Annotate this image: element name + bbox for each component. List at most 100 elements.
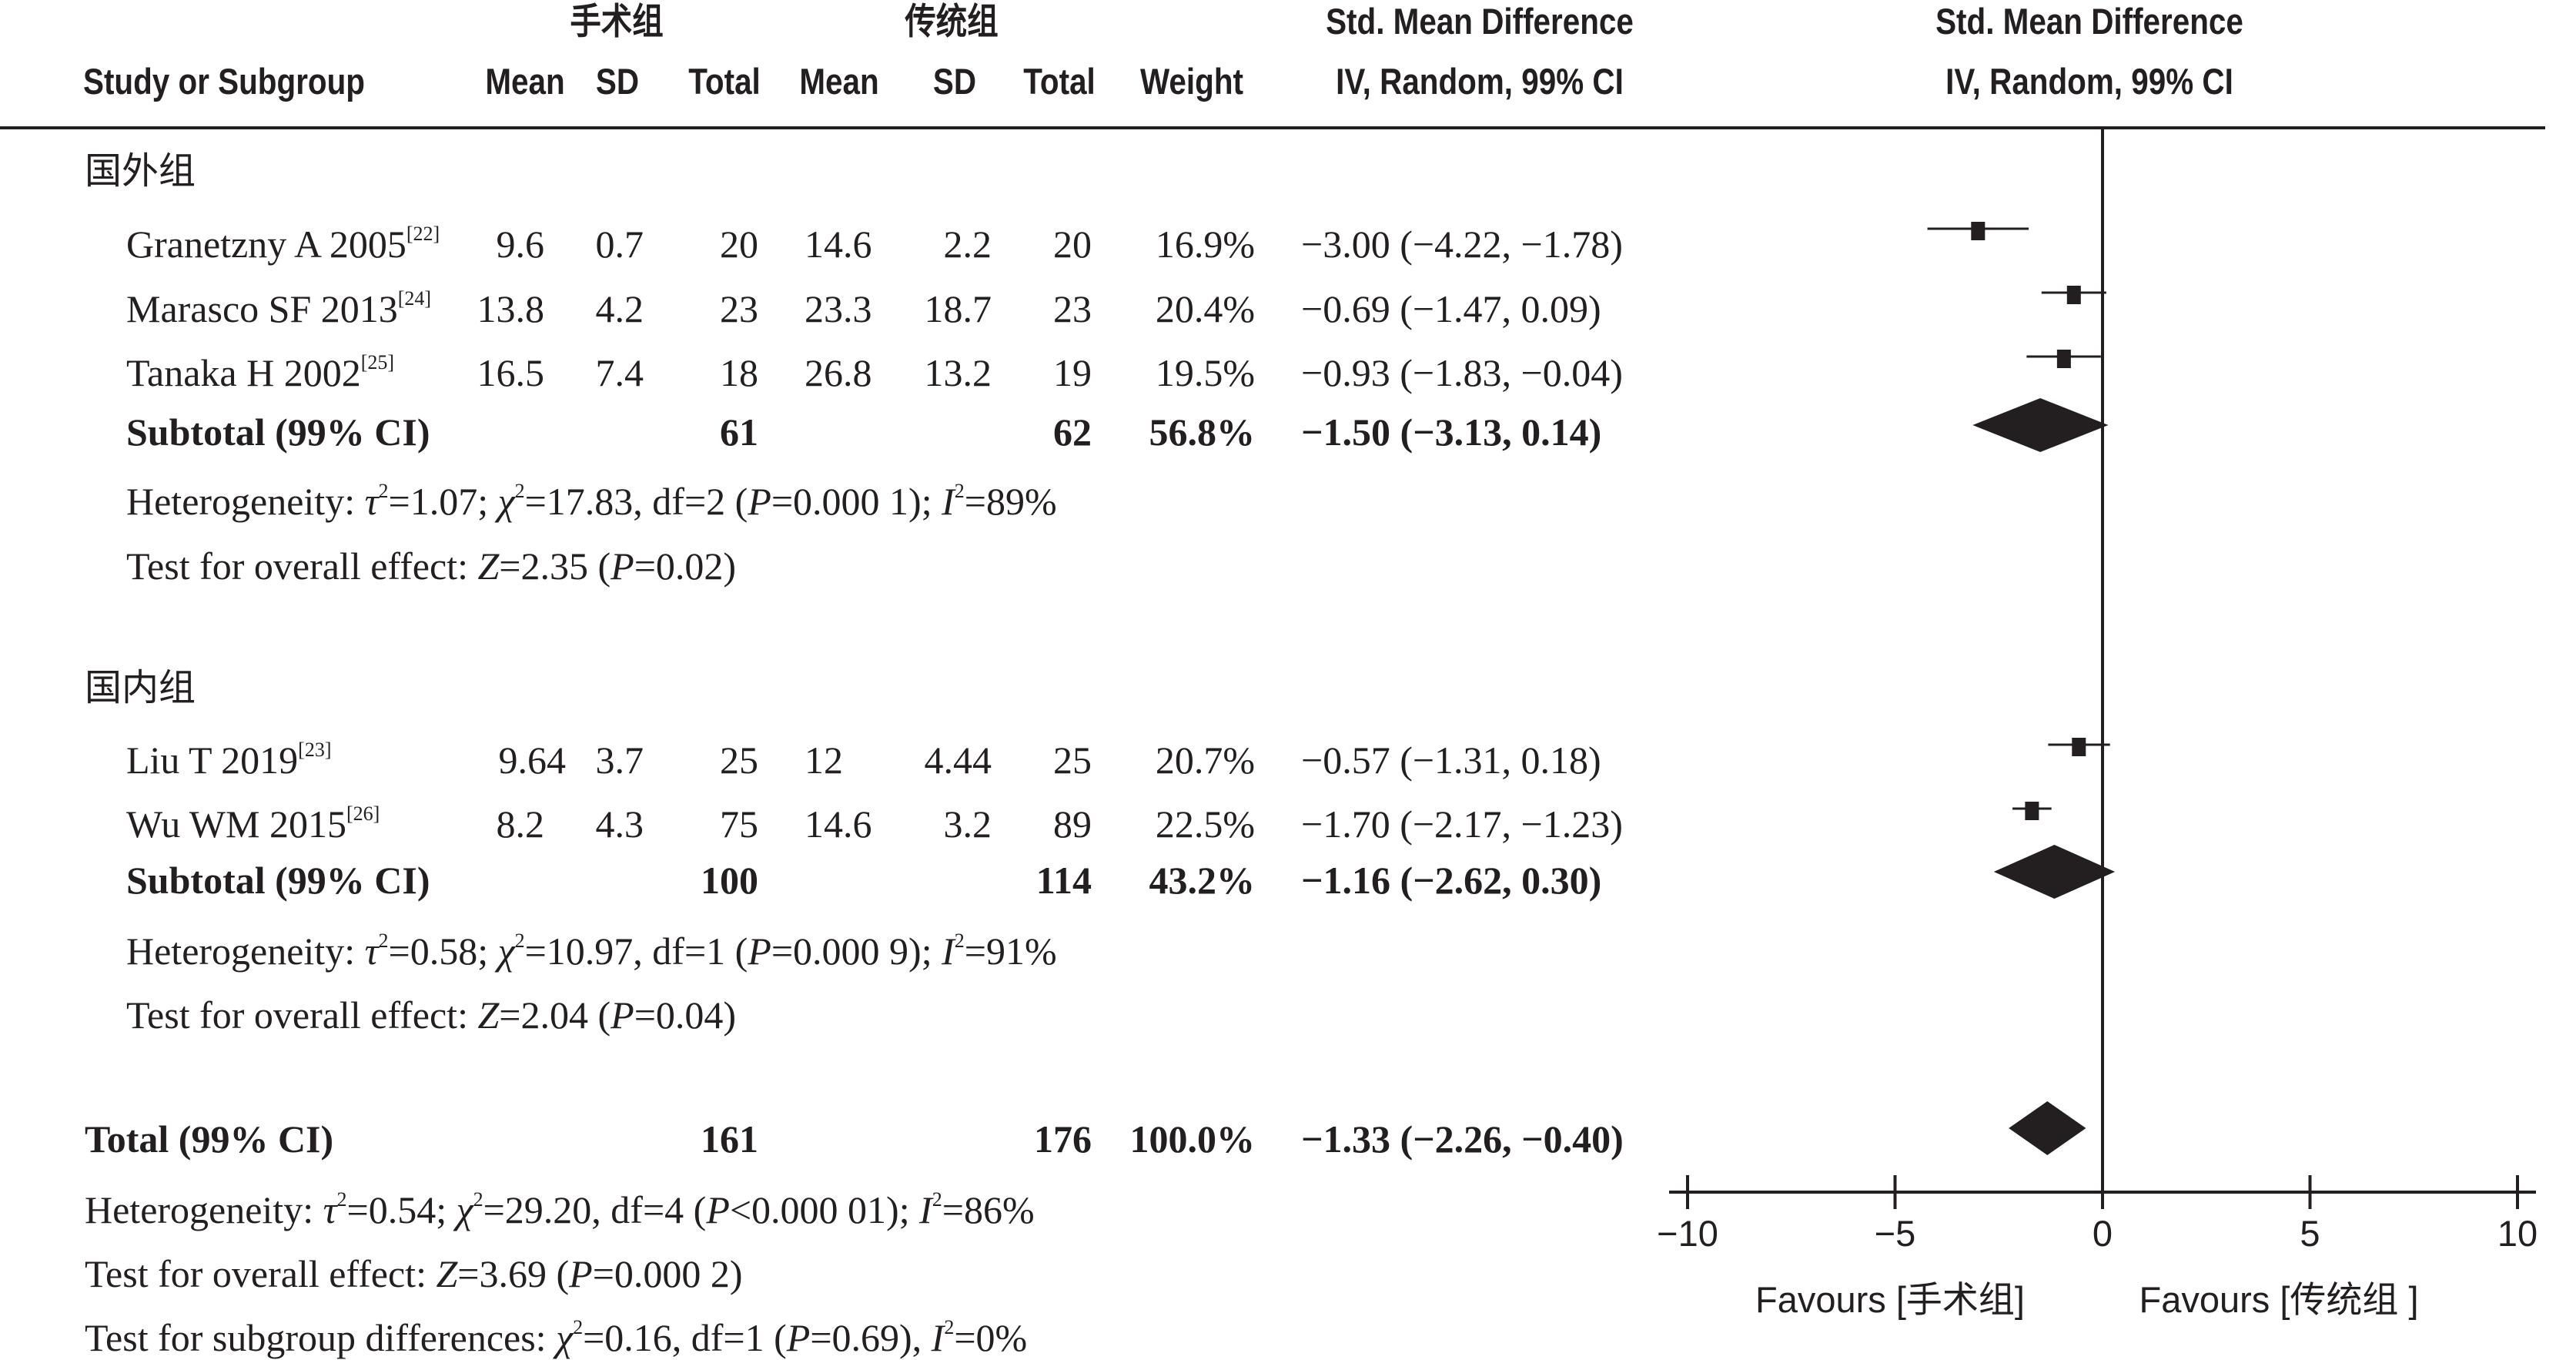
- reference-marker: [22]: [406, 223, 440, 245]
- pooled-estimate-diamond: [2009, 1101, 2086, 1155]
- favours-left-label: Favours [手术组]: [1755, 1279, 2025, 1320]
- total-total1: 161: [701, 1117, 758, 1161]
- effect-ci-cell: −0.93 (−1.83, −0.04): [1301, 351, 1623, 394]
- mean2-cell: 14.6: [805, 223, 872, 266]
- total2-cell: 19: [1053, 351, 1092, 394]
- plot-method-header: IV, Random, 99% CI: [1945, 61, 2233, 102]
- effect-ci-cell: −3.00 (−4.22, −1.78): [1301, 223, 1623, 266]
- effect-column-title: Std. Mean Difference: [1326, 1, 1634, 42]
- mean2-cell: 12: [805, 739, 843, 782]
- mean2-cell: 14.6: [805, 802, 872, 846]
- x-tick-label: −5: [1875, 1213, 1916, 1254]
- mean2-cell: 26.8: [805, 351, 872, 394]
- sd1-cell: 4.2: [595, 287, 644, 330]
- weight-cell: 16.9%: [1155, 223, 1255, 266]
- effect-ci-cell: −1.70 (−2.17, −1.23): [1301, 802, 1623, 846]
- total1-cell: 18: [720, 351, 758, 394]
- overall-effect-test: Test for overall effect: Z=2.04 (P=0.04): [126, 993, 737, 1037]
- heterogeneity-stat: Heterogeneity: τ2=1.07; χ2=17.83, df=2 (…: [126, 480, 1057, 523]
- total2-cell: 89: [1053, 802, 1092, 846]
- total-effect-ci: −1.33 (−2.26, −0.40): [1301, 1117, 1624, 1161]
- subgroup-heading: 国外组: [85, 149, 196, 193]
- total2-column-header: Total: [1023, 61, 1096, 102]
- study-name: Liu T 2019[23]: [126, 739, 332, 782]
- overall-effect-test: Test for overall effect: Z=2.35 (P=0.02): [126, 544, 737, 588]
- x-tick-label: −10: [1657, 1213, 1718, 1254]
- study-column-header: Study or Subgroup: [83, 61, 365, 102]
- group2-header: 传统组: [905, 1, 999, 42]
- total-weight: 100.0%: [1129, 1117, 1256, 1161]
- weight-cell: 20.7%: [1155, 739, 1255, 782]
- total-overall-effect-test: Test for overall effect: Z=3.69 (P=0.000…: [85, 1252, 743, 1295]
- reference-marker: [24]: [397, 287, 432, 310]
- subgroup-heading: 国内组: [85, 666, 196, 709]
- group1-header: 手术组: [570, 1, 664, 42]
- sd1-cell: 3.7: [595, 739, 644, 782]
- total1-column-header: Total: [688, 61, 761, 102]
- weight-cell: 20.4%: [1155, 287, 1255, 330]
- total-heterogeneity-stat: Heterogeneity: τ2=0.54; χ2=29.20, df=4 (…: [85, 1188, 1035, 1231]
- sd2-cell: 3.2: [943, 802, 992, 846]
- subtotal-label: Subtotal (99% CI): [126, 410, 430, 454]
- study-point-estimate: [2066, 286, 2081, 304]
- subtotal-total2: 62: [1053, 410, 1092, 454]
- reference-marker: [23]: [298, 739, 332, 761]
- total-label: Total (99% CI): [85, 1117, 334, 1161]
- sd1-cell: 4.3: [595, 802, 644, 846]
- sd1-cell: 0.7: [595, 223, 644, 266]
- mean1-cell: 9.64: [498, 739, 567, 782]
- effect-ci-cell: −0.69 (−1.47, 0.09): [1301, 287, 1601, 330]
- sd2-cell: 18.7: [924, 287, 992, 330]
- effect-method-header: IV, Random, 99% CI: [1336, 61, 1624, 102]
- heterogeneity-stat: Heterogeneity: τ2=0.58; χ2=10.97, df=1 (…: [126, 930, 1057, 973]
- subtotal-total2: 114: [1035, 859, 1092, 902]
- study-point-estimate: [2072, 738, 2086, 756]
- pooled-estimate-diamond: [1993, 845, 2116, 899]
- study-point-estimate: [1971, 222, 1986, 240]
- subtotal-effect-ci: −1.50 (−3.13, 0.14): [1301, 410, 1602, 454]
- effect-ci-cell: −0.57 (−1.31, 0.18): [1301, 739, 1601, 782]
- subtotal-effect-ci: −1.16 (−2.62, 0.30): [1301, 859, 1602, 902]
- sd1-cell: 7.4: [595, 351, 644, 394]
- reference-marker: [26]: [346, 802, 380, 825]
- sd2-cell: 4.44: [924, 739, 992, 782]
- mean1-column-header: Mean: [485, 61, 565, 102]
- mean1-cell: 13.8: [477, 287, 545, 330]
- mean1-cell: 16.5: [477, 351, 545, 394]
- study-name: Wu WM 2015[26]: [126, 802, 380, 846]
- weight-column-header: Weight: [1140, 61, 1243, 102]
- reference-marker: [25]: [360, 351, 395, 373]
- subtotal-total1: 100: [701, 859, 758, 902]
- total2-cell: 25: [1053, 739, 1092, 782]
- total1-cell: 23: [720, 287, 758, 330]
- sd2-cell: 2.2: [943, 223, 992, 266]
- sd2-column-header: SD: [932, 61, 977, 102]
- study-name: Marasco SF 2013[24]: [126, 287, 432, 330]
- x-tick-label: 0: [2093, 1213, 2113, 1254]
- subtotal-total1: 61: [720, 410, 758, 454]
- subtotal-label: Subtotal (99% CI): [126, 859, 430, 902]
- subgroup-differences-test: Test for subgroup differences: χ2=0.16, …: [85, 1316, 1028, 1359]
- total2-cell: 20: [1053, 223, 1092, 266]
- study-point-estimate: [2025, 802, 2039, 820]
- subtotal-weight: 43.2%: [1149, 859, 1256, 902]
- study-name: Tanaka H 2002[25]: [126, 351, 395, 394]
- total2-cell: 23: [1053, 287, 1092, 330]
- mean1-cell: 8.2: [496, 802, 545, 846]
- total1-cell: 75: [720, 802, 758, 846]
- sd2-cell: 13.2: [924, 351, 992, 394]
- total1-cell: 20: [720, 223, 758, 266]
- mean2-cell: 23.3: [805, 287, 872, 330]
- subtotal-weight: 56.8%: [1149, 410, 1256, 454]
- total1-cell: 25: [720, 739, 758, 782]
- x-tick-label: 5: [2300, 1213, 2320, 1254]
- study-name: Granetzny A 2005[22]: [126, 223, 440, 266]
- x-tick-label: 10: [2497, 1213, 2538, 1254]
- total-total2: 176: [1034, 1117, 1092, 1161]
- weight-cell: 19.5%: [1155, 351, 1255, 394]
- sd1-column-header: SD: [595, 61, 640, 102]
- study-point-estimate: [2056, 350, 2071, 368]
- mean1-cell: 9.6: [496, 223, 545, 266]
